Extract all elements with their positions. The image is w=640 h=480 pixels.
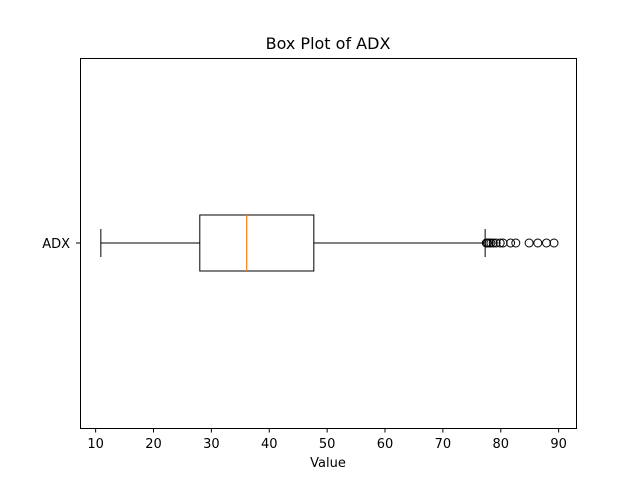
x-tick-label: 30 [203,437,220,452]
x-tick-label: 20 [145,437,162,452]
x-tick-label: 50 [319,437,336,452]
outlier-point [491,238,501,248]
box-group-adx [100,214,559,272]
chart-title: Box Plot of ADX [266,34,391,53]
outlier-point [541,238,551,248]
x-tick-label: 80 [492,437,509,452]
outlier-point [549,238,559,248]
x-tick-label: 70 [435,437,452,452]
plot-area-frame [80,58,577,429]
x-axis: 10 20 30 40 50 60 70 80 90 [87,428,567,452]
x-tick-label: 60 [377,437,394,452]
outlier-point [533,238,543,248]
y-axis: ADX [42,237,80,252]
y-tick-label: ADX [42,237,70,252]
outlier-point [506,238,516,248]
x-tick-label: 10 [87,437,104,452]
outlier-point [511,238,521,248]
x-tick-label: 90 [550,437,567,452]
outlier-point [488,238,498,248]
plot-layer [100,214,559,272]
x-tick-label: 40 [261,437,278,452]
outlier-point [524,238,534,248]
x-axis-label: Value [310,456,346,471]
iqr-box [199,214,315,272]
outlier-point [495,238,505,248]
outlier-point [486,238,496,248]
